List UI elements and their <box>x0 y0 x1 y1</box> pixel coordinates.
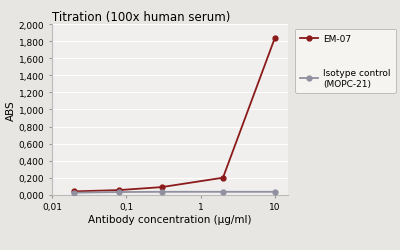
Text: Titration (100x human serum): Titration (100x human serum) <box>52 11 230 24</box>
X-axis label: Antibody concentration (µg/ml): Antibody concentration (µg/ml) <box>88 214 252 224</box>
Isotype control
(MOPC-21) <box>220 190 225 194</box>
Line: Isotype control
(MOPC-21): Isotype control (MOPC-21) <box>72 190 277 195</box>
EM-07 <box>72 190 77 193</box>
EM-07 <box>117 189 122 192</box>
EM-07 <box>220 176 225 180</box>
Isotype control
(MOPC-21) <box>272 190 277 194</box>
Isotype control
(MOPC-21) <box>159 190 164 194</box>
Legend: EM-07, Isotype control
(MOPC-21): EM-07, Isotype control (MOPC-21) <box>295 30 396 94</box>
Y-axis label: ABS: ABS <box>6 100 16 120</box>
Isotype control
(MOPC-21) <box>72 192 77 194</box>
Isotype control
(MOPC-21) <box>117 191 122 194</box>
EM-07 <box>272 37 277 40</box>
Line: EM-07: EM-07 <box>72 36 277 194</box>
EM-07 <box>159 186 164 189</box>
